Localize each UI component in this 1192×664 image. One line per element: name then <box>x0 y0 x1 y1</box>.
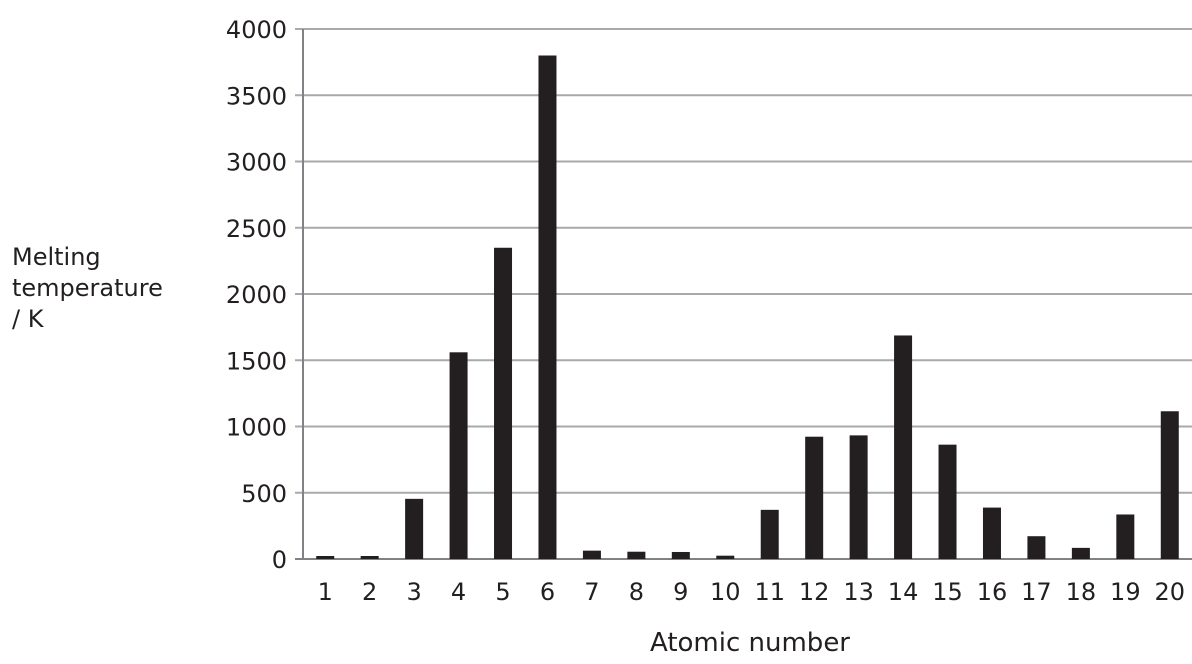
x-tick-label: 4 <box>451 578 466 606</box>
x-tick-label: 9 <box>673 578 688 606</box>
bar-20 <box>1160 411 1179 559</box>
bar-2 <box>360 556 379 559</box>
bar-8 <box>627 551 646 559</box>
x-tick-label: 20 <box>1155 578 1186 606</box>
y-axis-label-line-3: / K <box>12 305 44 333</box>
y-axis-label: Melting temperature / K <box>12 242 192 335</box>
bar-10 <box>716 555 735 559</box>
x-tick-label: 5 <box>495 578 510 606</box>
bar-3 <box>405 498 424 559</box>
y-tick-label: 2500 <box>226 215 287 243</box>
x-tick-label: 8 <box>629 578 644 606</box>
y-tick-label: 1500 <box>226 347 287 375</box>
y-tick-label: 1000 <box>226 414 287 442</box>
bar-19 <box>1116 514 1135 559</box>
x-tick-label: 7 <box>584 578 599 606</box>
x-tick-label: 10 <box>710 578 741 606</box>
x-tick-label: 1 <box>318 578 333 606</box>
bars <box>316 55 1179 559</box>
bar-17 <box>1027 536 1046 559</box>
bar-16 <box>982 507 1001 559</box>
bar-4 <box>449 352 468 559</box>
x-tick-label: 2 <box>362 578 377 606</box>
y-axis-label-line-1: Melting <box>12 243 101 271</box>
x-tick-label: 13 <box>843 578 874 606</box>
bar-14 <box>894 335 913 559</box>
bar-6 <box>538 55 557 559</box>
x-tick-label: 18 <box>1066 578 1097 606</box>
x-tick-label: 6 <box>540 578 555 606</box>
x-tick-label: 12 <box>799 578 830 606</box>
bar-13 <box>849 435 868 559</box>
bar-15 <box>938 444 957 559</box>
bar-5 <box>494 247 513 559</box>
x-tick-label: 11 <box>754 578 785 606</box>
grid-lines <box>295 28 1192 560</box>
y-tick-label: 0 <box>272 546 287 574</box>
y-axis-label-line-2: temperature <box>12 274 163 302</box>
y-tick-label: 2000 <box>226 281 287 309</box>
x-tick-labels: 1 2 3 4 5 6 7 8 9 10 11 12 13 14 15 16 17 18 19 20 <box>318 578 1185 606</box>
bar-11 <box>760 509 779 559</box>
x-tick-label: 19 <box>1110 578 1141 606</box>
y-tick-labels: 0 500 1000 1500 2000 2500 3000 3500 4000 <box>226 16 287 574</box>
bar-18 <box>1071 547 1090 559</box>
bar-1 <box>316 556 335 559</box>
y-tick-label: 500 <box>241 480 287 508</box>
bar-9 <box>671 551 690 559</box>
bar-12 <box>805 436 824 559</box>
y-tick-label: 3000 <box>226 149 287 177</box>
x-tick-label: 3 <box>406 578 421 606</box>
x-tick-label: 16 <box>977 578 1008 606</box>
bar-7 <box>582 550 601 559</box>
x-tick-label: 17 <box>1021 578 1052 606</box>
y-tick-label: 4000 <box>226 16 287 44</box>
y-tick-label: 3500 <box>226 82 287 110</box>
x-tick-label: 15 <box>932 578 963 606</box>
x-axis-label: Atomic number <box>649 628 850 658</box>
x-tick-label: 14 <box>888 578 919 606</box>
